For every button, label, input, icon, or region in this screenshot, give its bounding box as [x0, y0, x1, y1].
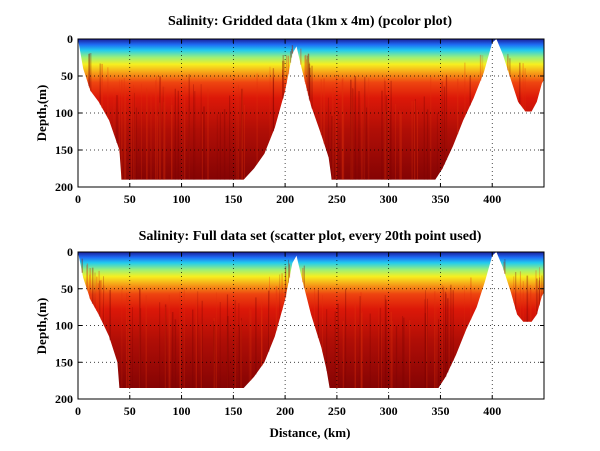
- top-x-tick-label: 50: [124, 192, 136, 206]
- bottom-y-ticks: 0 50 100 150 200: [55, 245, 544, 406]
- bottom-x-tick-label: 200: [276, 404, 294, 418]
- top-grid: [78, 39, 544, 187]
- bottom-x-tick-label: 50: [124, 404, 136, 418]
- top-x-ticks: 0 50 100 150 200 250 300 350 400: [75, 39, 501, 206]
- bottom-y-tick-label: 150: [55, 355, 73, 369]
- top-x-tick-label: 350: [431, 192, 449, 206]
- bottom-x-tick-label: 100: [173, 404, 191, 418]
- top-x-tick-label: 200: [276, 192, 294, 206]
- top-x-tick-label: 100: [173, 192, 191, 206]
- top-title: Salinity: Gridded data (1km x 4m) (pcolo…: [168, 14, 452, 29]
- bottom-y-tick-label: 50: [61, 282, 73, 296]
- top-x-tick-label: 0: [75, 192, 81, 206]
- bottom-ylabel: Depth,(m): [34, 298, 49, 355]
- bottom-x-tick-label: 0: [75, 404, 81, 418]
- bottom-panel: Salinity: Full data set (scatter plot, e…: [34, 229, 545, 440]
- bottom-title: Salinity: Full data set (scatter plot, e…: [139, 229, 482, 244]
- bottom-y-tick-label: 200: [55, 392, 73, 406]
- top-panel: Salinity: Gridded data (1km x 4m) (pcolo…: [34, 14, 545, 206]
- top-x-tick-label: 400: [483, 192, 501, 206]
- bottom-grid: [78, 252, 544, 399]
- bottom-x-tick-label: 350: [431, 404, 449, 418]
- bottom-x-tick-label: 400: [483, 404, 501, 418]
- top-y-tick-label: 0: [67, 32, 73, 46]
- top-salinity-field: [78, 39, 544, 180]
- bottom-xlabel: Distance, (km): [270, 425, 351, 440]
- top-ylabel: Depth,(m): [34, 85, 49, 142]
- bottom-x-tick-label: 300: [380, 404, 398, 418]
- top-y-tick-label: 200: [55, 180, 73, 194]
- top-texture: [88, 45, 526, 180]
- bottom-salinity-field: [78, 252, 544, 388]
- top-y-tick-label: 150: [55, 143, 73, 157]
- bottom-x-ticks: 0 50 100 150 200 250 300 350 400: [75, 252, 501, 418]
- top-x-tick-label: 150: [224, 192, 242, 206]
- top-y-tick-label: 50: [61, 69, 73, 83]
- top-y-tick-label: 100: [55, 106, 73, 120]
- top-x-tick-label: 300: [380, 192, 398, 206]
- bottom-y-tick-label: 0: [67, 245, 73, 259]
- bottom-x-tick-label: 250: [328, 404, 346, 418]
- top-y-ticks: 0 50 100 150 200: [55, 32, 544, 194]
- bottom-y-tick-label: 100: [55, 319, 73, 333]
- bottom-x-tick-label: 150: [224, 404, 242, 418]
- top-x-tick-label: 250: [328, 192, 346, 206]
